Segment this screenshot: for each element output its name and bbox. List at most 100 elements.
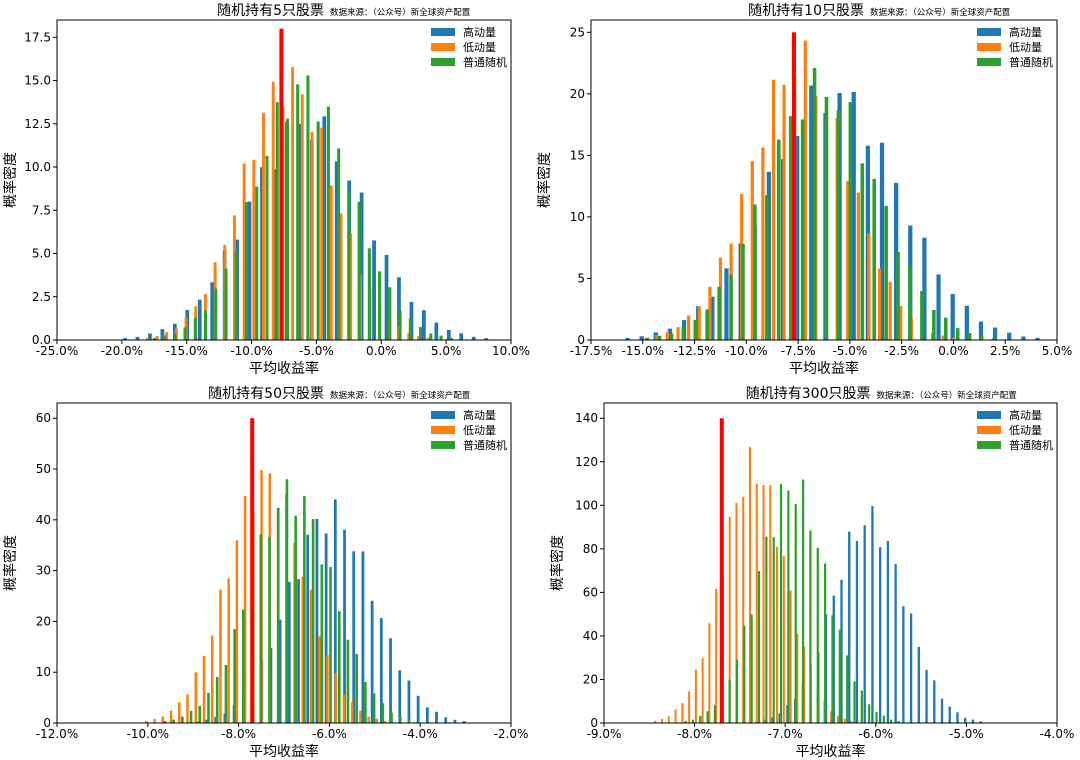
bar-1-30 (1035, 337, 1040, 340)
bar-1-8 (210, 282, 215, 340)
bar-2-12 (728, 516, 731, 723)
bar-1-24 (933, 680, 936, 723)
bar-2-8 (701, 657, 704, 723)
bar-2-16 (755, 483, 758, 723)
y-tick-label: 17.5 (24, 30, 51, 44)
y-tick-label: 120 (575, 455, 598, 469)
bar-2-1 (145, 721, 148, 723)
bar-3-13 (788, 116, 793, 341)
bar-2-23 (877, 268, 882, 340)
bar-3-28 (429, 333, 433, 340)
bar-3-11 (765, 195, 769, 340)
bar-1-15 (297, 123, 302, 341)
bar-1-12 (840, 579, 843, 723)
bar-1-11 (287, 581, 291, 723)
y-tick-label: 2.5 (32, 290, 51, 304)
bar-3-6 (705, 309, 709, 340)
bar-1-26 (425, 707, 429, 723)
bar-3-28 (882, 715, 885, 723)
bar-2-18 (310, 131, 314, 340)
bar-1-30 (979, 721, 982, 723)
bar-2-12 (235, 540, 239, 723)
bar-3-22 (896, 252, 900, 340)
bar-2-6 (688, 691, 691, 723)
bar-3-21 (357, 201, 361, 340)
plot-frame (56, 19, 512, 341)
bar-1-2 (639, 336, 644, 340)
bar-3-21 (831, 615, 834, 723)
bar-1-29 (471, 336, 476, 340)
bar-3-13 (275, 102, 279, 341)
bar-1-25 (416, 695, 420, 723)
x-tick-label: -6.0% (858, 727, 893, 741)
bar-2-20 (301, 576, 304, 723)
bar-3-12 (776, 139, 781, 340)
bar-3-14 (800, 119, 805, 340)
bar-3-25 (932, 309, 936, 340)
bar-2-30 (383, 721, 387, 723)
x-tick-label: -8.0% (221, 727, 256, 741)
bar-1-19 (361, 551, 365, 723)
x-tick-label: -10.0% (725, 344, 767, 358)
bar-1-12 (260, 167, 264, 340)
bar-1-30 (484, 338, 489, 340)
chart-panel-2: -17.5% -15.0% -12.5% -10.0% -7.5% -5.0% -2.5% 0… (536, 3, 1072, 377)
bar-1-18 (886, 540, 890, 723)
bar-2-2 (655, 335, 659, 340)
bar-1-19 (894, 564, 897, 723)
bar-3-24 (364, 681, 367, 723)
bar-3-6 (207, 692, 210, 723)
bar-1-14 (809, 85, 814, 340)
x-tick-label: 0.0% (938, 344, 969, 358)
reference-line (279, 28, 284, 341)
bar-3-14 (779, 483, 783, 723)
bar-3-26 (408, 318, 412, 340)
bar-2-28 (367, 716, 370, 723)
bar-1-3 (148, 333, 152, 340)
bar-1-26 (978, 321, 984, 340)
bar-3-11 (255, 186, 259, 340)
x-tick-label: -17.5% (570, 344, 612, 358)
bar-3-1 (684, 720, 687, 723)
bar-3-22 (346, 639, 350, 723)
bar-3-1 (645, 337, 650, 340)
bar-2-22 (349, 233, 353, 340)
bar-3-10 (242, 609, 245, 723)
bar-3-13 (268, 536, 271, 723)
bar-1-29 (453, 719, 457, 723)
y-tick-label: 15 (570, 148, 585, 162)
bar-3-4 (681, 326, 686, 340)
bar-2-22 (317, 636, 321, 723)
x-axis-label: 平均收益率 (789, 360, 859, 377)
x-tick-label: -15.0% (165, 344, 207, 358)
y-axis-label: 概率密度 (2, 152, 19, 208)
bar-3-12 (265, 155, 269, 340)
bar-2-1 (654, 720, 657, 723)
bar-3-5 (193, 318, 197, 340)
legend-swatch (977, 411, 1001, 419)
bar-1-17 (851, 91, 856, 341)
bar-2-22 (796, 633, 799, 723)
bar-1-10 (278, 619, 282, 723)
bar-2-4 (676, 327, 680, 340)
bar-1-24 (407, 680, 411, 723)
bar-3-30 (416, 721, 420, 723)
bar-2-13 (262, 112, 265, 340)
bar-2-25 (342, 694, 346, 723)
bar-3-11 (757, 570, 761, 723)
x-tick-label: -5.0% (832, 344, 867, 358)
bar-3-24 (920, 290, 924, 340)
bar-3-25 (860, 690, 863, 723)
bar-2-11 (227, 578, 230, 723)
bar-3-5 (713, 705, 717, 723)
bar-1-30 (462, 721, 466, 723)
bar-3-17 (801, 479, 805, 723)
bar-3-18 (326, 106, 330, 340)
x-tick-label: -5.0% (299, 344, 334, 358)
y-tick-label: 15.0 (24, 74, 51, 88)
legend-swatch (431, 43, 455, 51)
bar-2-17 (762, 484, 765, 723)
bar-2-15 (748, 447, 752, 723)
bar-3-9 (741, 243, 745, 340)
